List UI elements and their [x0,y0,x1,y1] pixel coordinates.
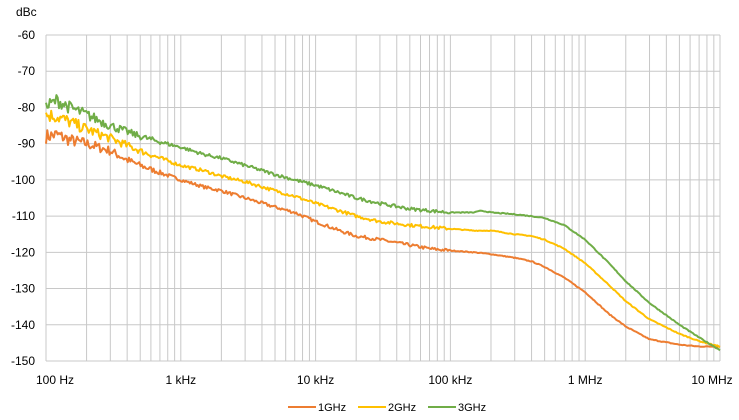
y-tick-label: -130 [11,282,35,296]
series-line-2GHz [45,109,721,348]
x-tick-label: 10 MHz [691,373,732,387]
y-tick-label: -70 [18,64,36,78]
y-tick-label: -60 [18,28,36,42]
grid [45,34,721,362]
series-line-3GHz [45,94,721,352]
x-tick-label: 100 kHz [428,373,472,387]
legend: 1GHz 2GHz 3GHz [288,402,486,414]
legend-label-2GHz: 2GHz [388,402,416,414]
x-tick-label: 1 MHz [568,373,603,387]
y-tick-label: -150 [11,354,35,368]
plot-lines [45,94,721,352]
x-axis: 100 Hz 1 kHz 10 kHz 100 kHz 1 MHz 10 MHz [36,373,733,387]
legend-label-1GHz: 1GHz [318,402,346,414]
x-tick-label: 10 kHz [297,373,334,387]
series-line-1GHz [45,129,721,348]
y-tick-label: -90 [18,137,36,151]
legend-label-3GHz: 3GHz [458,402,486,414]
y-tick-label: -120 [11,245,35,259]
y-tick-label: -140 [11,318,35,332]
x-tick-label: 1 kHz [165,373,196,387]
y-tick-label: -80 [18,100,36,114]
y-tick-label: -100 [11,173,35,187]
y-unit-label: dBc [16,5,37,19]
x-tick-label: 100 Hz [36,373,74,387]
y-tick-label: -110 [12,209,35,223]
y-axis: -60 -70 -80 -90 -100 -110 -120 -130 -140 -150 [11,28,35,368]
